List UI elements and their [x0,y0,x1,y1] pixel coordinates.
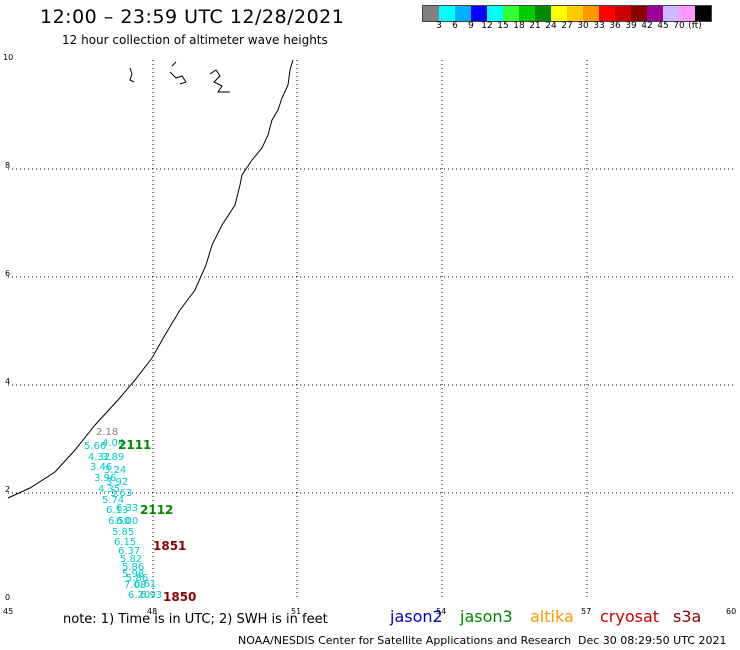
scale-swatch [503,6,519,21]
scale-label: 70 [673,21,685,31]
y-tick-label: 0 [5,593,10,602]
scale-swatch [535,6,551,21]
wave-height-value: 5.98 [122,569,144,580]
wave-height-value: 6.15 [114,537,136,548]
scale-label: 21 [529,21,541,31]
scale-swatch [567,6,583,21]
x-tick-label: 57 [581,607,591,616]
footer-note: note: 1) Time is in UTC; 2) SWH is in fe… [63,612,328,627]
scale-label: 9 [468,21,474,31]
wave-height-values: 2.18 5.66 4.04 4.32 3.89 3.46 3.24 3.96 … [84,427,162,601]
x-tick-label: 45 [3,607,13,616]
island-2 [169,61,187,85]
y-tick-label: 2 [5,485,10,494]
scale-label: 42 [641,21,653,31]
scale-swatch [599,6,615,21]
axis-tick-labels: 45 48 51 54 57 60 0 2 4 6 8 10 [3,53,736,616]
legend-s3a: s3a [673,607,702,626]
scale-swatch [679,6,695,21]
legend-altika: altika [530,607,574,626]
scale-swatch [695,6,711,21]
wave-height-value: 5.85 [112,527,134,538]
wave-height-value: 4.32 [88,452,110,463]
island-3 [209,69,230,93]
wave-height-value: 4.04 [102,438,124,449]
wave-height-value: 6.61 [134,579,156,590]
y-tick-label: 6 [5,269,10,278]
wave-height-value: 3.96 [94,473,116,484]
scale-label: 39 [625,21,637,31]
scale-label: 30 [577,21,589,31]
track-time-label: 1851 [153,539,186,553]
scale-label: 24 [545,21,557,31]
island-1 [129,67,135,83]
map-grid [8,60,733,600]
scale-label: 3 [436,21,442,31]
wave-height-value: 6.37 [118,546,140,557]
track-time-label: 2111 [118,438,151,452]
wave-height-value: 6.33 [116,503,138,514]
scale-label: 6 [452,21,458,31]
legend-jason2: jason2 [390,607,443,626]
scale-swatch [519,6,535,21]
wave-height-value: 5.74 [102,495,124,506]
wave-height-value: 6.50 [108,516,130,527]
wave-height-value: 3.46 [90,462,112,473]
wave-height-value: 5.66 [84,441,106,452]
track-time-label: 2112 [140,503,173,517]
scale-label: 15 [497,21,509,31]
wave-height-value: 7.08 [124,580,146,591]
x-tick-label: 51 [291,607,301,616]
scale-swatch [583,6,599,21]
scale-unit: (ft) [688,21,702,31]
y-tick-label: 4 [5,377,10,386]
scale-swatch [663,6,679,21]
wave-height-color-scale [422,5,712,22]
legend-jason3: jason3 [460,607,513,626]
scale-swatch [471,6,487,21]
scale-label: 27 [561,21,573,31]
wave-height-value: 6.00 [116,516,138,527]
scale-swatch [439,6,455,21]
wave-height-value: 5.82 [120,554,142,565]
scale-swatch [423,6,439,21]
scale-swatch [615,6,631,21]
x-tick-label: 60 [726,607,736,616]
x-tick-label: 48 [147,607,157,616]
scale-label: 33 [593,21,605,31]
scale-label: 45 [657,21,669,31]
scale-swatch [487,6,503,21]
scale-swatch [647,6,663,21]
scale-label: 36 [609,21,621,31]
scale-swatch [455,6,471,21]
scale-label: 18 [513,21,525,31]
wave-height-value: 2.18 [96,427,118,438]
legend-cryosat: cryosat [600,607,660,626]
credit-line: NOAA/NESDIS Center for Satellite Applica… [238,634,572,647]
y-tick-label: 8 [5,161,10,170]
track-time-labels: 2111 2112 1851 1850 [118,438,196,604]
wave-height-value: 3.92 [106,477,128,488]
x-tick-label: 54 [436,607,446,616]
wave-height-value: 6.13 [106,505,128,516]
coastline [7,59,294,499]
scale-label: 12 [481,21,493,31]
scale-swatch [551,6,567,21]
wave-height-value: 3.63 [110,488,132,499]
wave-height-value: 4.35 [98,484,120,495]
map-title: 12:00 – 23:59 UTC 12/28/2021 [40,6,345,28]
island-shapes [129,61,230,93]
wave-height-value: 5.86 [126,573,148,584]
map-subtitle: 12 hour collection of altimeter wave hei… [62,33,328,47]
wave-height-value: 3.24 [104,465,126,476]
wave-height-value: 5.86 [122,562,144,573]
y-tick-label: 10 [3,53,13,62]
wave-height-value: 6.20 [128,590,150,601]
wave-height-value: 3.89 [102,452,124,463]
scale-swatch [631,6,647,21]
wave-height-value: 6.93 [140,590,162,601]
track-time-label: 1850 [163,590,196,604]
generation-timestamp: Dec 30 08:29:50 UTC 2021 [578,634,727,647]
